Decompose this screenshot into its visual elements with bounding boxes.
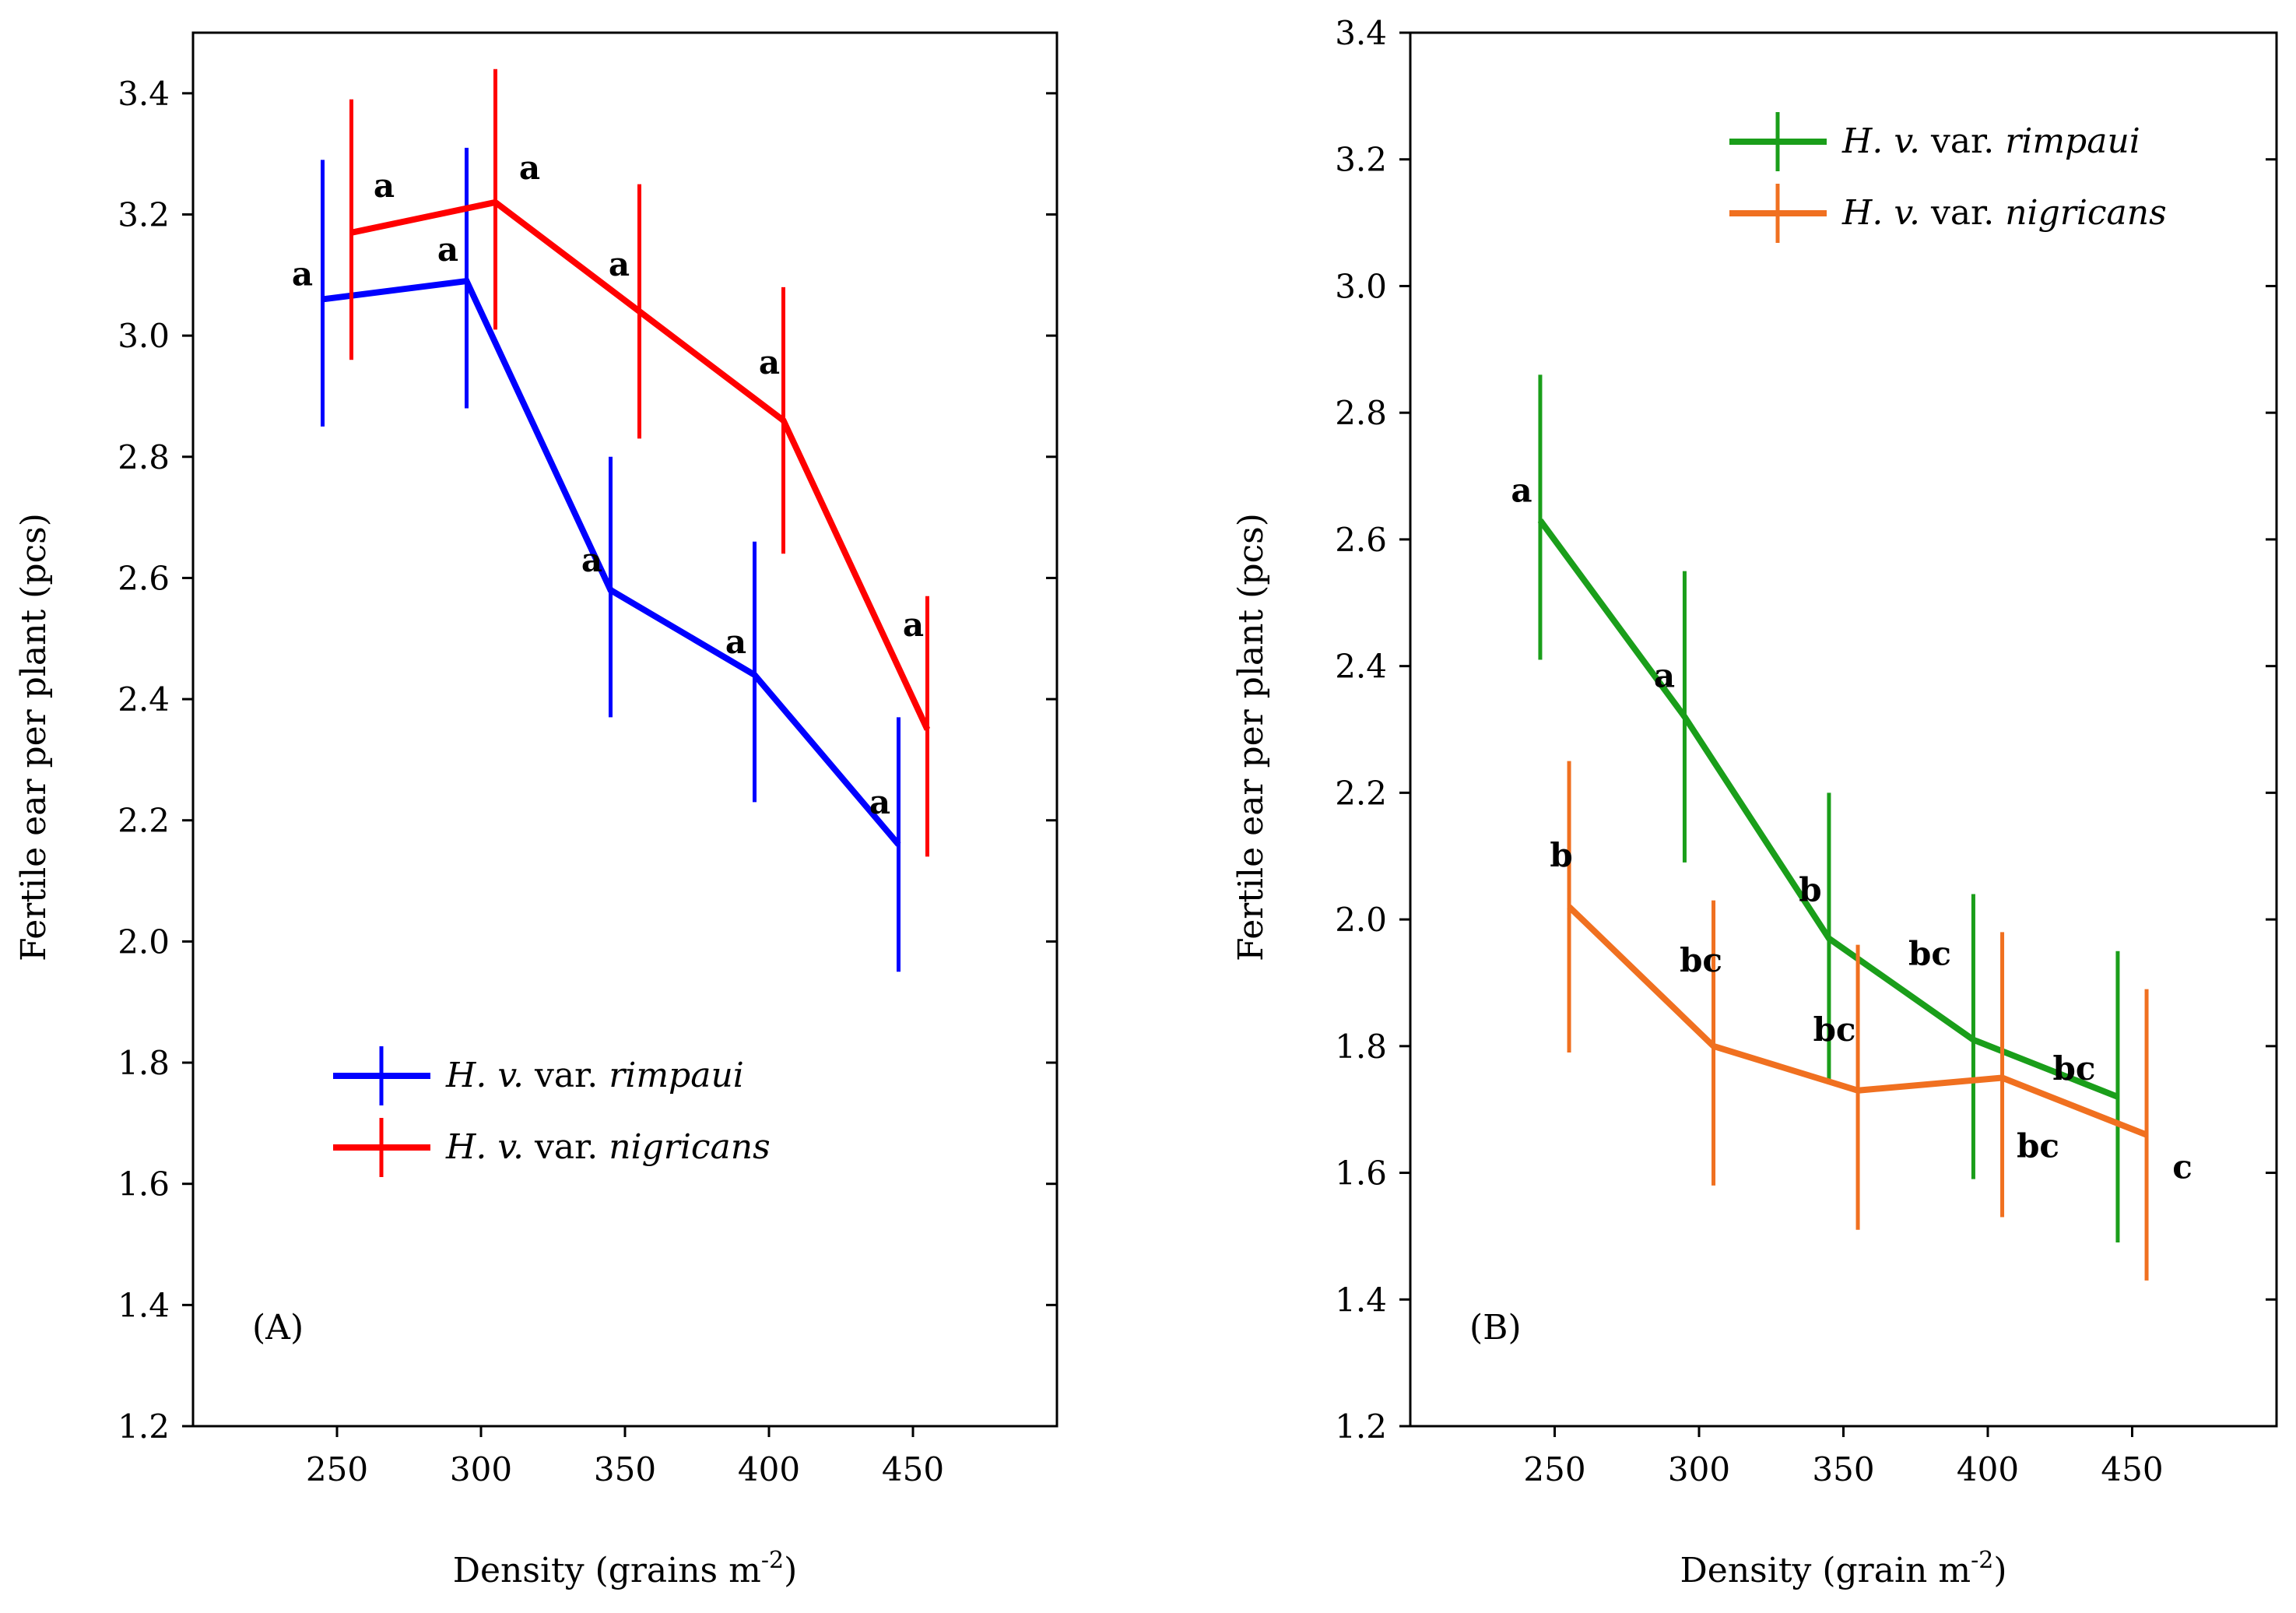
panel-label: (B) xyxy=(1469,1308,1522,1348)
legend-label: H. v. var. nigricans xyxy=(445,1127,771,1167)
y-tick-label: 2.0 xyxy=(1335,901,1387,939)
data-point xyxy=(1568,905,1571,908)
series-nigricans: a a a a a xyxy=(349,69,931,857)
y-tick-label: 2.4 xyxy=(118,680,170,719)
significance-label: a xyxy=(903,606,924,644)
data-point xyxy=(2116,1095,2119,1098)
x-tick-label: 450 xyxy=(2101,1450,2163,1488)
y-tick-label: 1.8 xyxy=(1335,1028,1387,1066)
chart-panel-b: 1.2 1.4 1.6 1.8 2.0 2.2 2.4 2.6 2.8 3.0 3.2 3.4 250 3… xyxy=(1231,14,2278,1590)
series-nigricans: b bc bc bc c xyxy=(1550,761,2192,1281)
y-tick-label: 2.2 xyxy=(118,802,170,840)
y-tick-label: 2.2 xyxy=(1335,774,1387,812)
legend: H. v. var. rimpaui H. v. var. nigricans xyxy=(333,1046,771,1177)
y-tick-label: 3.4 xyxy=(1335,14,1387,52)
significance-label: a xyxy=(1511,472,1532,510)
x-tick-label: 450 xyxy=(882,1450,944,1488)
data-point xyxy=(494,201,497,203)
data-point xyxy=(1712,1045,1715,1047)
x-tick-label: 250 xyxy=(306,1450,368,1488)
y-tick-label: 2.0 xyxy=(118,922,170,961)
panel-label: (A) xyxy=(252,1308,304,1348)
y-tick-label: 2.4 xyxy=(1335,648,1387,686)
significance-label: a xyxy=(581,541,602,579)
data-point xyxy=(926,729,929,730)
legend-label: H. v. var. nigricans xyxy=(1841,193,2167,233)
legend-label: H. v. var. rimpaui xyxy=(445,1056,744,1095)
data-point xyxy=(753,673,756,676)
y-tick-label: 2.8 xyxy=(1335,394,1387,432)
x-tick-label: 400 xyxy=(738,1450,800,1488)
significance-label: a xyxy=(519,149,540,187)
x-axis-title: Density (grains m-2) xyxy=(453,1547,798,1590)
significance-label: bc xyxy=(2052,1049,2095,1088)
significance-label: a xyxy=(759,343,780,381)
y-tick-label: 1.2 xyxy=(118,1407,170,1446)
series-rimpaui: a a a a a xyxy=(292,147,901,972)
series-rimpaui: a a b bc bc xyxy=(1511,374,2120,1243)
significance-label: bc xyxy=(1813,1010,1856,1049)
y-tick-label: 2.8 xyxy=(118,438,170,476)
data-point xyxy=(782,420,785,422)
legend: H. v. var. rimpaui H. v. var. nigricans xyxy=(1729,112,2167,243)
significance-label: a xyxy=(869,783,890,821)
y-tick-label: 3.2 xyxy=(1335,141,1387,179)
significance-label: c xyxy=(2172,1148,2192,1186)
significance-label: b xyxy=(1550,836,1572,874)
significance-label: a xyxy=(725,623,746,661)
data-point xyxy=(1827,937,1830,940)
data-point xyxy=(1539,519,1541,522)
data-point xyxy=(1857,1089,1859,1091)
significance-label: bc xyxy=(2017,1127,2059,1165)
y-tick-label: 1.4 xyxy=(118,1286,170,1324)
y-tick-label: 1.4 xyxy=(1335,1281,1387,1319)
x-tick-label: 350 xyxy=(594,1450,656,1488)
y-tick-label: 3.0 xyxy=(1335,267,1387,305)
x-tick-label: 300 xyxy=(1668,1450,1730,1488)
data-point xyxy=(465,280,468,283)
x-tick-label: 350 xyxy=(1812,1450,1874,1488)
significance-label: a xyxy=(374,167,395,205)
legend-label: H. v. var. rimpaui xyxy=(1841,121,2140,161)
y-tick-label: 3.4 xyxy=(118,75,170,113)
y-tick-label: 1.6 xyxy=(118,1165,170,1204)
data-point xyxy=(609,589,612,591)
y-tick-label: 1.6 xyxy=(1335,1154,1387,1193)
significance-label: a xyxy=(1654,657,1675,695)
significance-label: bc xyxy=(1680,941,1722,979)
significance-label: a xyxy=(437,230,458,269)
significance-label: b xyxy=(1799,871,1821,909)
x-axis-title: Density (grain m-2) xyxy=(1680,1547,2007,1590)
data-point xyxy=(638,311,641,312)
data-point xyxy=(350,231,353,234)
x-tick-label: 400 xyxy=(1957,1450,2019,1488)
significance-label: bc xyxy=(1908,935,1951,973)
data-point xyxy=(2146,1133,2148,1136)
y-tick-label: 1.2 xyxy=(1335,1407,1387,1446)
data-point xyxy=(897,843,900,845)
y-tick-label: 2.6 xyxy=(1335,521,1387,559)
chart-panel-a: 1.2 1.4 1.6 1.8 2.0 2.2 2.4 2.6 2.8 3.0 3.2 3.4 250 3… xyxy=(14,31,1058,1590)
y-axis-title: Fertile ear per plant (pcs) xyxy=(1231,513,1271,961)
data-point xyxy=(1683,715,1686,718)
y-tick-label: 2.6 xyxy=(118,559,170,597)
data-point xyxy=(321,298,324,300)
y-tick-label: 1.8 xyxy=(118,1044,170,1082)
significance-label: a xyxy=(292,255,313,293)
y-tick-label: 3.2 xyxy=(118,195,170,234)
significance-label: a xyxy=(609,245,630,283)
data-point xyxy=(1972,1038,1975,1041)
y-tick-label: 3.0 xyxy=(118,317,170,355)
x-tick-label: 250 xyxy=(1523,1450,1585,1488)
y-axis-title: Fertile ear per plant (pcs) xyxy=(14,513,54,961)
x-tick-label: 300 xyxy=(450,1450,512,1488)
data-point xyxy=(2001,1077,2003,1079)
